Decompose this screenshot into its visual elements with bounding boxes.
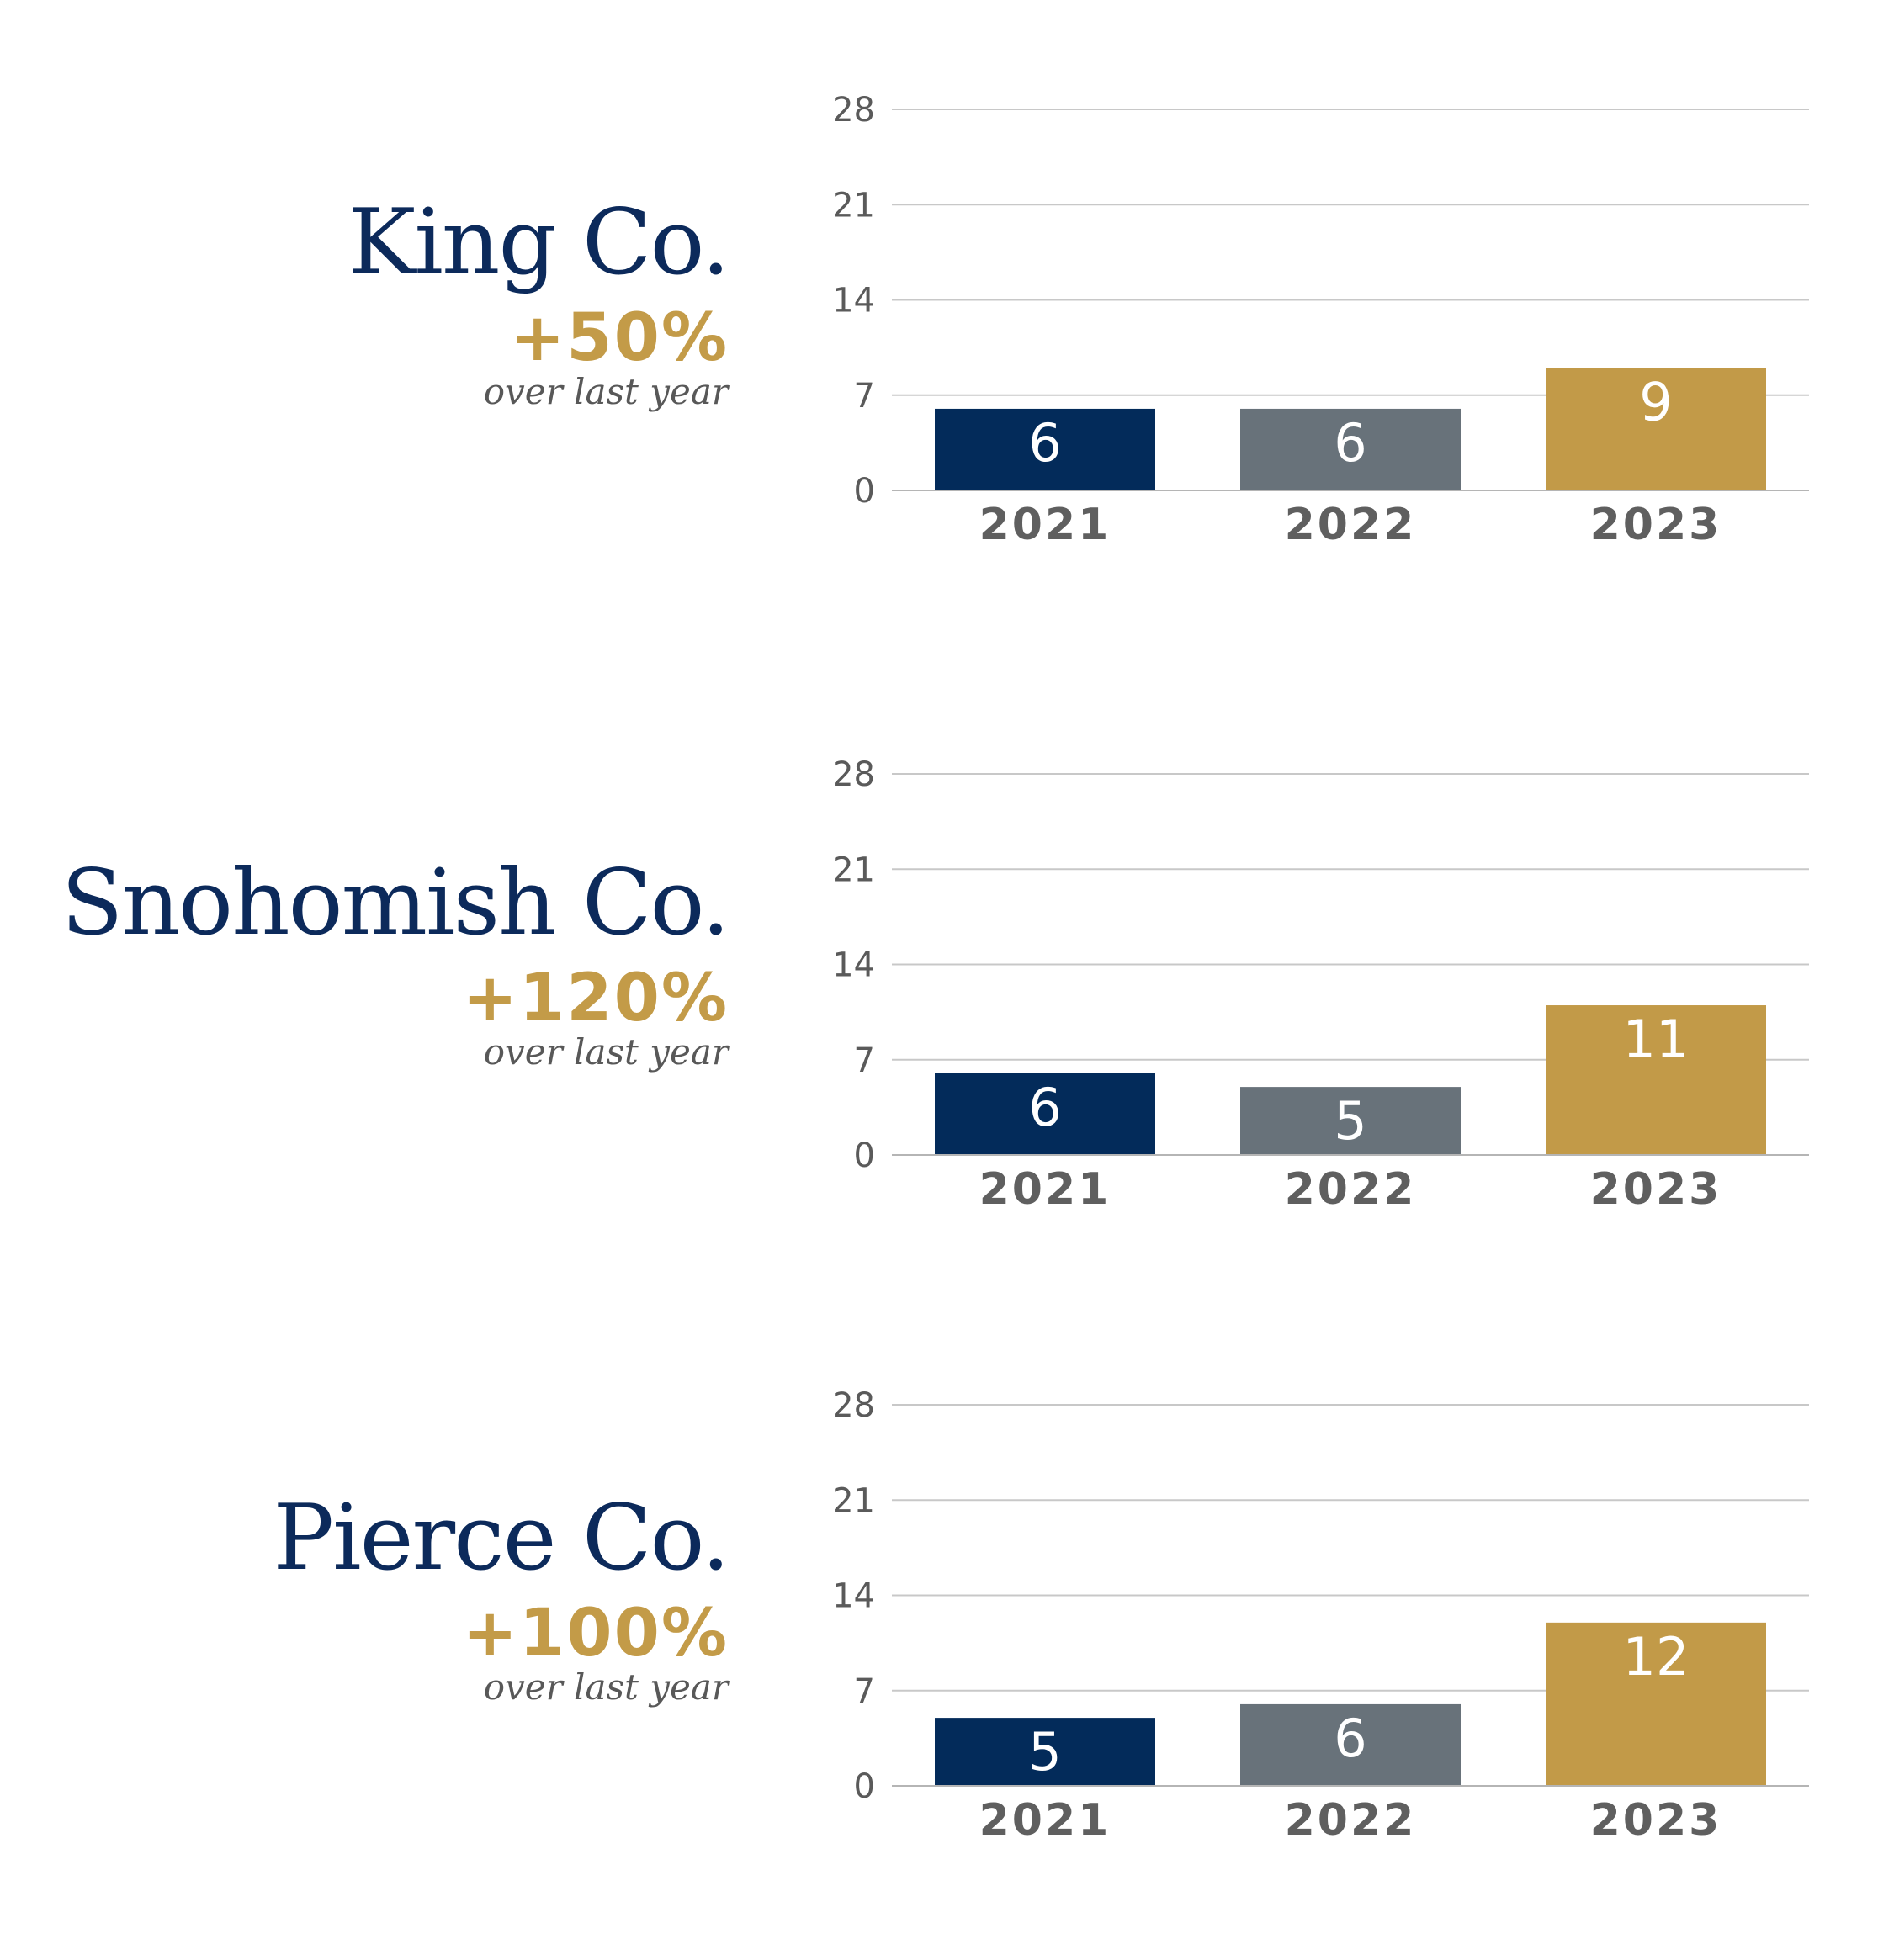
bar-value-label: 5 — [1334, 1090, 1366, 1152]
x-category-label: 2023 — [1590, 1795, 1722, 1846]
y-tick-label: 0 — [854, 472, 875, 511]
x-category-label: 2021 — [979, 500, 1111, 550]
y-tick-label: 0 — [854, 1767, 875, 1806]
y-tick-label: 21 — [832, 850, 875, 889]
bar-2022 — [1240, 1087, 1461, 1155]
x-category-label: 2022 — [1285, 500, 1417, 550]
county-pierce-block: Pierce Co. +100% over last year — [5, 1486, 730, 1708]
panel-pierce: 0 7 14 21 28 5 2021 6 2022 12 2023 Pierce Co. +100… — [0, 1295, 1894, 1960]
county-change: +100% — [462, 1596, 729, 1671]
x-category-label: 2023 — [1590, 500, 1722, 550]
bar-value-label: 6 — [1334, 1708, 1366, 1769]
y-tick-label: 7 — [854, 377, 875, 416]
county-name: Snohomish Co. — [61, 850, 731, 956]
bar-2022 — [1240, 1703, 1461, 1786]
county-name: King Co. — [347, 190, 730, 295]
y-tick-label: 28 — [832, 91, 875, 130]
y-tick-label: 7 — [854, 1672, 875, 1711]
county-note: over last year — [483, 1031, 729, 1073]
x-category-label: 2021 — [979, 1164, 1111, 1215]
county-change: +50% — [509, 300, 729, 376]
y-tick-label: 14 — [832, 946, 875, 985]
y-tick-label: 28 — [832, 755, 875, 794]
bar-value-label: 6 — [1334, 412, 1366, 474]
chart-king: 0 7 14 21 28 6 2021 6 2022 9 2023 — [832, 91, 1809, 550]
bar-value-label: 5 — [1028, 1721, 1061, 1783]
bar-value-label: 6 — [1028, 1077, 1061, 1138]
county-king-block: King Co. +50% over last year — [5, 190, 730, 412]
bar-2023 — [1546, 1005, 1766, 1155]
bar-2021 — [935, 1073, 1155, 1155]
bar-2023 — [1546, 368, 1766, 490]
bar-2022 — [1240, 408, 1461, 490]
county-note: over last year — [483, 371, 729, 412]
y-tick-label: 21 — [832, 1481, 875, 1520]
panel-snohomish: 0 7 14 21 28 6 2021 5 2022 11 2023 Snohomish Co. +… — [0, 665, 1894, 1329]
chart-snohomish: 0 7 14 21 28 6 2021 5 2022 11 2023 — [832, 755, 1809, 1215]
panel-king: 0 7 14 21 28 6 2021 6 2022 9 2023 King Co. +50% ov… — [0, 0, 1894, 665]
bar-value-label: 12 — [1623, 1626, 1690, 1687]
y-tick-label: 21 — [832, 186, 875, 225]
y-tick-label: 14 — [832, 1577, 875, 1616]
county-note: over last year — [483, 1666, 729, 1708]
x-category-label: 2022 — [1285, 1164, 1417, 1215]
y-tick-label: 7 — [854, 1041, 875, 1080]
x-category-label: 2023 — [1590, 1164, 1722, 1215]
bar-value-label: 9 — [1639, 371, 1672, 432]
bar-2021 — [935, 1718, 1155, 1786]
bar-2021 — [935, 408, 1155, 490]
county-snohomish-block: Snohomish Co. +120% over last year — [5, 850, 731, 1073]
chart-pierce: 0 7 14 21 28 5 2021 6 2022 12 2023 — [832, 1386, 1809, 1846]
bar-value-label: 11 — [1623, 1009, 1690, 1070]
county-change: +120% — [462, 961, 729, 1036]
y-tick-label: 14 — [832, 282, 875, 320]
y-tick-label: 0 — [854, 1136, 875, 1175]
x-category-label: 2021 — [979, 1795, 1111, 1846]
bar-value-label: 6 — [1028, 412, 1061, 474]
county-name: Pierce Co. — [273, 1486, 730, 1591]
y-tick-label: 28 — [832, 1386, 875, 1425]
bar-2023 — [1546, 1622, 1766, 1786]
x-category-label: 2022 — [1285, 1795, 1417, 1846]
